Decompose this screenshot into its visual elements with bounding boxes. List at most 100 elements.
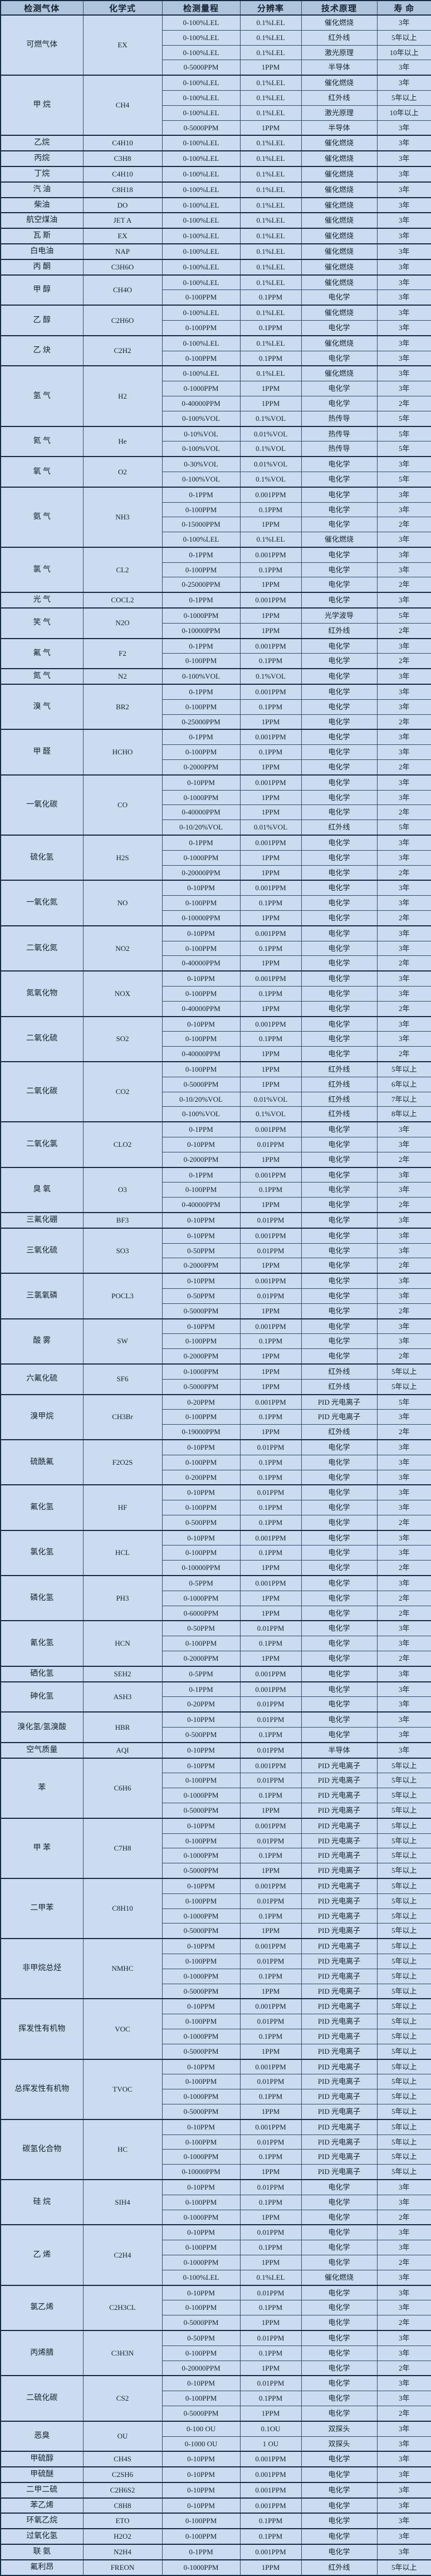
- principle-cell: 电化学: [301, 350, 378, 366]
- lifespan-cell: 5年: [376, 410, 431, 427]
- principle-cell: 催化燃烧: [301, 228, 378, 244]
- resolution-cell: 0.001PPM: [239, 684, 302, 700]
- lifespan-cell: 5年以上: [376, 2134, 431, 2150]
- lifespan-cell: 3年: [376, 1469, 431, 1485]
- range-cell: 0-1000PPM: [161, 2028, 241, 2044]
- range-cell: 0-100%LEL: [161, 150, 241, 167]
- principle-cell: 红外线: [301, 90, 378, 106]
- table-row: 六氟化硫 SF6 0-1000PPM 1PPM 红外线 5年以上: [0, 1363, 431, 1395]
- lifespan-cell: 3年: [376, 1409, 431, 1425]
- range-cell: 0-100PPM: [161, 1954, 241, 1969]
- principle-cell: PID 光电离子: [301, 1938, 378, 1955]
- range-cell: 0-20000PPM: [161, 2360, 241, 2376]
- range-cell: 0-100PPM: [161, 562, 241, 578]
- lifespan-cell: 5年以上: [376, 1773, 431, 1789]
- lifespan-cell: 2年: [376, 804, 431, 821]
- principle-cell: PID 光电离子: [301, 2164, 378, 2180]
- range-cell: 0-100%LEL: [161, 305, 241, 321]
- formula-cell: EX: [82, 228, 163, 244]
- gas-name-cell: 二氧化氯: [0, 1121, 84, 1168]
- table-row: 0-15000PPM 1PPM 电化学 2年: [1, 517, 431, 533]
- lifespan-cell: 5年以上: [376, 1983, 431, 1999]
- resolution-cell: 1PPM: [239, 1923, 302, 1939]
- lifespan-cell: 3年: [376, 2528, 431, 2545]
- principle-cell: 电化学: [301, 2224, 378, 2241]
- table-row: 恶臭 OU 0-100 OU 0.1OU 双探头 3年: [0, 2420, 431, 2452]
- resolution-cell: 1PPM: [239, 1863, 302, 1879]
- resolution-cell: 0.1PPM: [239, 2194, 302, 2210]
- formula-cell: O2: [82, 456, 163, 488]
- formula-cell: C3H8: [82, 150, 163, 167]
- resolution-cell: 1PPM: [239, 1258, 302, 1274]
- range-cell: 0-19000PPM: [161, 1424, 241, 1440]
- lifespan-cell: 5年以上: [376, 1378, 431, 1395]
- range-cell: 0-10PPM: [161, 2224, 241, 2241]
- range-cell: 0-10PPM: [161, 880, 241, 896]
- table-row: 0-5000PPM 1PPM 电化学 2年: [1, 1303, 431, 1319]
- lifespan-cell: 5年以上: [376, 90, 431, 106]
- range-cell: 0-100PPM: [161, 1182, 241, 1198]
- principle-cell: 电化学: [301, 1000, 378, 1017]
- principle-cell: PID 光电离子: [301, 1788, 378, 1804]
- resolution-cell: 0.1%LEL: [239, 165, 302, 183]
- lifespan-cell: 5年以上: [376, 1893, 431, 1909]
- range-cell: 0-10PPM: [161, 1227, 241, 1244]
- gas-name-cell: 氯化氢: [0, 1529, 84, 1576]
- principle-cell: 电化学: [301, 2391, 378, 2406]
- table-row: 0-25000PPM 1PPM 电化学 2年: [1, 714, 431, 730]
- table-row: 0-10000PPM 1PPM 红外线 2年: [1, 622, 431, 639]
- principle-cell: 电化学: [301, 759, 378, 776]
- resolution-cell: 0.01PPM: [239, 2224, 302, 2241]
- range-cell: 0-6000PPM: [161, 1605, 241, 1621]
- gas-name-cell: 溴 气: [0, 684, 84, 730]
- principle-cell: 电化学: [301, 1514, 378, 1531]
- resolution-cell: 0.1PPM: [239, 2089, 302, 2104]
- principle-cell: 电化学: [301, 1590, 378, 1606]
- range-cell: 0-10PPM: [161, 1711, 241, 1728]
- resolution-cell: 1PPM: [239, 789, 302, 806]
- table-row: 氧 气 O2 0-30%VOL 0.01%VOL 电化学 3年: [0, 456, 431, 488]
- resolution-cell: 0.1PPM: [239, 1454, 302, 1470]
- principle-cell: PID 光电离子: [301, 2028, 378, 2044]
- formula-cell: HF: [82, 1484, 163, 1531]
- formula-cell: HBR: [82, 1711, 163, 1743]
- gas-name-cell: 甲硫醇: [0, 2451, 84, 2467]
- formula-cell: C2H2: [82, 335, 163, 366]
- formula-cell: H2O2: [82, 2528, 163, 2545]
- resolution-cell: 0.1PPM: [239, 2149, 302, 2165]
- resolution-cell: 0.1PPM: [239, 1908, 302, 1924]
- lifespan-cell: 3年: [376, 986, 431, 1002]
- formula-cell: SO3: [82, 1227, 163, 1274]
- table-row: 0-100PPM 0.1PPM 电化学 3年: [1, 2345, 431, 2361]
- lifespan-cell: 5年以上: [376, 2014, 431, 2029]
- range-cell: 0-100 OU: [161, 2420, 241, 2437]
- resolution-cell: 0.001PPM: [239, 729, 302, 745]
- table-row: 乙 烯 C2H4 0-10PPM 0.01PPM 电化学 3年: [0, 2224, 431, 2286]
- principle-cell: 催化燃烧: [301, 532, 378, 548]
- resolution-cell: 0.01PPM: [239, 1954, 302, 1969]
- principle-cell: PID 光电离子: [301, 1803, 378, 1819]
- resolution-cell: 0.1PPM: [239, 290, 302, 306]
- gas-name-cell: 碳氢化合物: [0, 2118, 84, 2180]
- principle-cell: 电化学: [301, 684, 378, 700]
- principle-cell: 电化学: [301, 486, 378, 503]
- table-row: 0-2000PPM 1PPM 电化学 2年: [1, 1348, 431, 1365]
- resolution-cell: 0.01PPM: [239, 1288, 302, 1304]
- gas-name-cell: 甲 醇: [0, 274, 84, 306]
- range-cell: 0-50PPM: [161, 1620, 241, 1637]
- formula-cell: N2O: [82, 607, 163, 639]
- range-cell: 0-100PPM: [161, 290, 241, 306]
- principle-cell: PID 光电离子: [301, 2089, 378, 2104]
- principle-cell: PID 光电离子: [301, 1968, 378, 1984]
- principle-cell: PID 光电离子: [301, 1817, 378, 1834]
- formula-cell: OU: [82, 2420, 163, 2452]
- principle-cell: 电化学: [301, 1500, 378, 1515]
- range-cell: 0-1PPM: [161, 684, 241, 700]
- table-row: 乙 炔 C2H2 0-100%LEL 0.1%LEL 催化燃烧 3年: [0, 335, 431, 366]
- range-cell: 0-10PPM: [161, 1998, 241, 2015]
- principle-cell: 电化学: [301, 1227, 378, 1244]
- formula-cell: NOX: [82, 970, 163, 1017]
- resolution-cell: 1PPM: [239, 1061, 302, 1077]
- lifespan-cell: 3年: [376, 1741, 431, 1759]
- principle-cell: 电化学: [301, 1651, 378, 1667]
